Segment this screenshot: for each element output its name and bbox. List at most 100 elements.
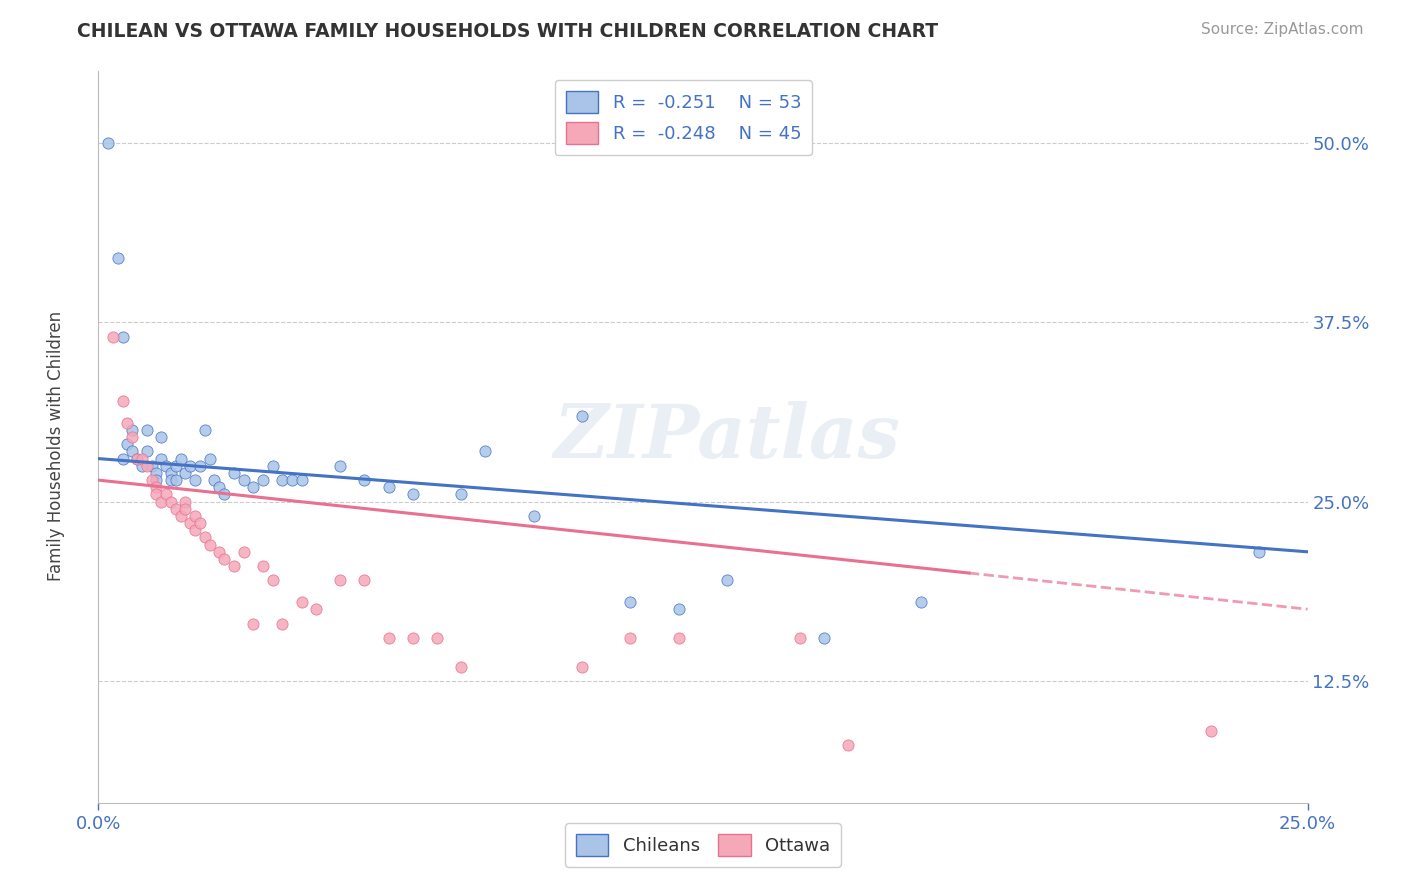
Point — [789, 631, 811, 645]
Point — [222, 466, 245, 480]
Point — [208, 545, 231, 559]
Point — [121, 423, 143, 437]
Point — [571, 659, 593, 673]
Point — [262, 458, 284, 473]
Point — [198, 538, 221, 552]
Point — [716, 574, 738, 588]
Legend: Chileans, Ottawa: Chileans, Ottawa — [565, 823, 841, 867]
Point — [242, 480, 264, 494]
Text: CHILEAN VS OTTAWA FAMILY HOUSEHOLDS WITH CHILDREN CORRELATION CHART: CHILEAN VS OTTAWA FAMILY HOUSEHOLDS WITH… — [77, 22, 938, 41]
Point — [290, 473, 312, 487]
Point — [402, 487, 425, 501]
Point — [377, 480, 399, 494]
Point — [813, 631, 835, 645]
Point — [232, 473, 254, 487]
Point — [150, 430, 173, 444]
Point — [160, 494, 183, 508]
Point — [290, 595, 312, 609]
Point — [174, 501, 197, 516]
Text: Family Households with Children: Family Households with Children — [48, 311, 65, 581]
Point — [165, 458, 187, 473]
Point — [111, 329, 134, 343]
Point — [353, 574, 375, 588]
Point — [111, 451, 134, 466]
Point — [174, 494, 197, 508]
Point — [135, 444, 157, 458]
Point — [117, 416, 139, 430]
Point — [150, 494, 173, 508]
Point — [145, 480, 167, 494]
Point — [160, 466, 183, 480]
Point — [145, 466, 167, 480]
Point — [450, 659, 472, 673]
Point — [131, 451, 153, 466]
Point — [188, 516, 211, 530]
Point — [619, 631, 641, 645]
Point — [145, 473, 167, 487]
Point — [101, 329, 124, 343]
Text: Source: ZipAtlas.com: Source: ZipAtlas.com — [1201, 22, 1364, 37]
Point — [135, 423, 157, 437]
Point — [184, 524, 207, 538]
Point — [165, 473, 187, 487]
Point — [131, 458, 153, 473]
Point — [150, 451, 173, 466]
Point — [523, 508, 546, 523]
Point — [212, 487, 235, 501]
Point — [194, 531, 217, 545]
Point — [450, 487, 472, 501]
Point — [305, 602, 328, 616]
Point — [169, 508, 191, 523]
Point — [262, 574, 284, 588]
Point — [329, 574, 352, 588]
Point — [402, 631, 425, 645]
Point — [837, 739, 859, 753]
Point — [232, 545, 254, 559]
Point — [111, 394, 134, 409]
Point — [155, 487, 177, 501]
Point — [474, 444, 496, 458]
Point — [107, 251, 129, 265]
Point — [179, 516, 201, 530]
Point — [127, 451, 149, 466]
Point — [127, 451, 149, 466]
Point — [212, 552, 235, 566]
Point — [179, 458, 201, 473]
Point — [169, 451, 191, 466]
Point — [198, 451, 221, 466]
Point — [165, 501, 187, 516]
Point — [222, 559, 245, 574]
Point — [271, 616, 294, 631]
Point — [252, 559, 274, 574]
Point — [910, 595, 932, 609]
Point — [208, 480, 231, 494]
Point — [377, 631, 399, 645]
Point — [121, 430, 143, 444]
Point — [1199, 724, 1222, 739]
Point — [252, 473, 274, 487]
Point — [281, 473, 304, 487]
Point — [242, 616, 264, 631]
Point — [184, 473, 207, 487]
Point — [426, 631, 449, 645]
Point — [135, 458, 157, 473]
Point — [184, 508, 207, 523]
Point — [97, 136, 120, 150]
Point — [160, 473, 183, 487]
Point — [188, 458, 211, 473]
Point — [194, 423, 217, 437]
Point — [619, 595, 641, 609]
Point — [121, 444, 143, 458]
Text: ZIPatlas: ZIPatlas — [554, 401, 901, 474]
Point — [353, 473, 375, 487]
Point — [117, 437, 139, 451]
Point — [329, 458, 352, 473]
Point — [668, 602, 690, 616]
Point — [174, 466, 197, 480]
Point — [271, 473, 294, 487]
Point — [571, 409, 593, 423]
Point — [1249, 545, 1271, 559]
Point — [141, 458, 163, 473]
Point — [204, 473, 226, 487]
Point — [145, 487, 167, 501]
